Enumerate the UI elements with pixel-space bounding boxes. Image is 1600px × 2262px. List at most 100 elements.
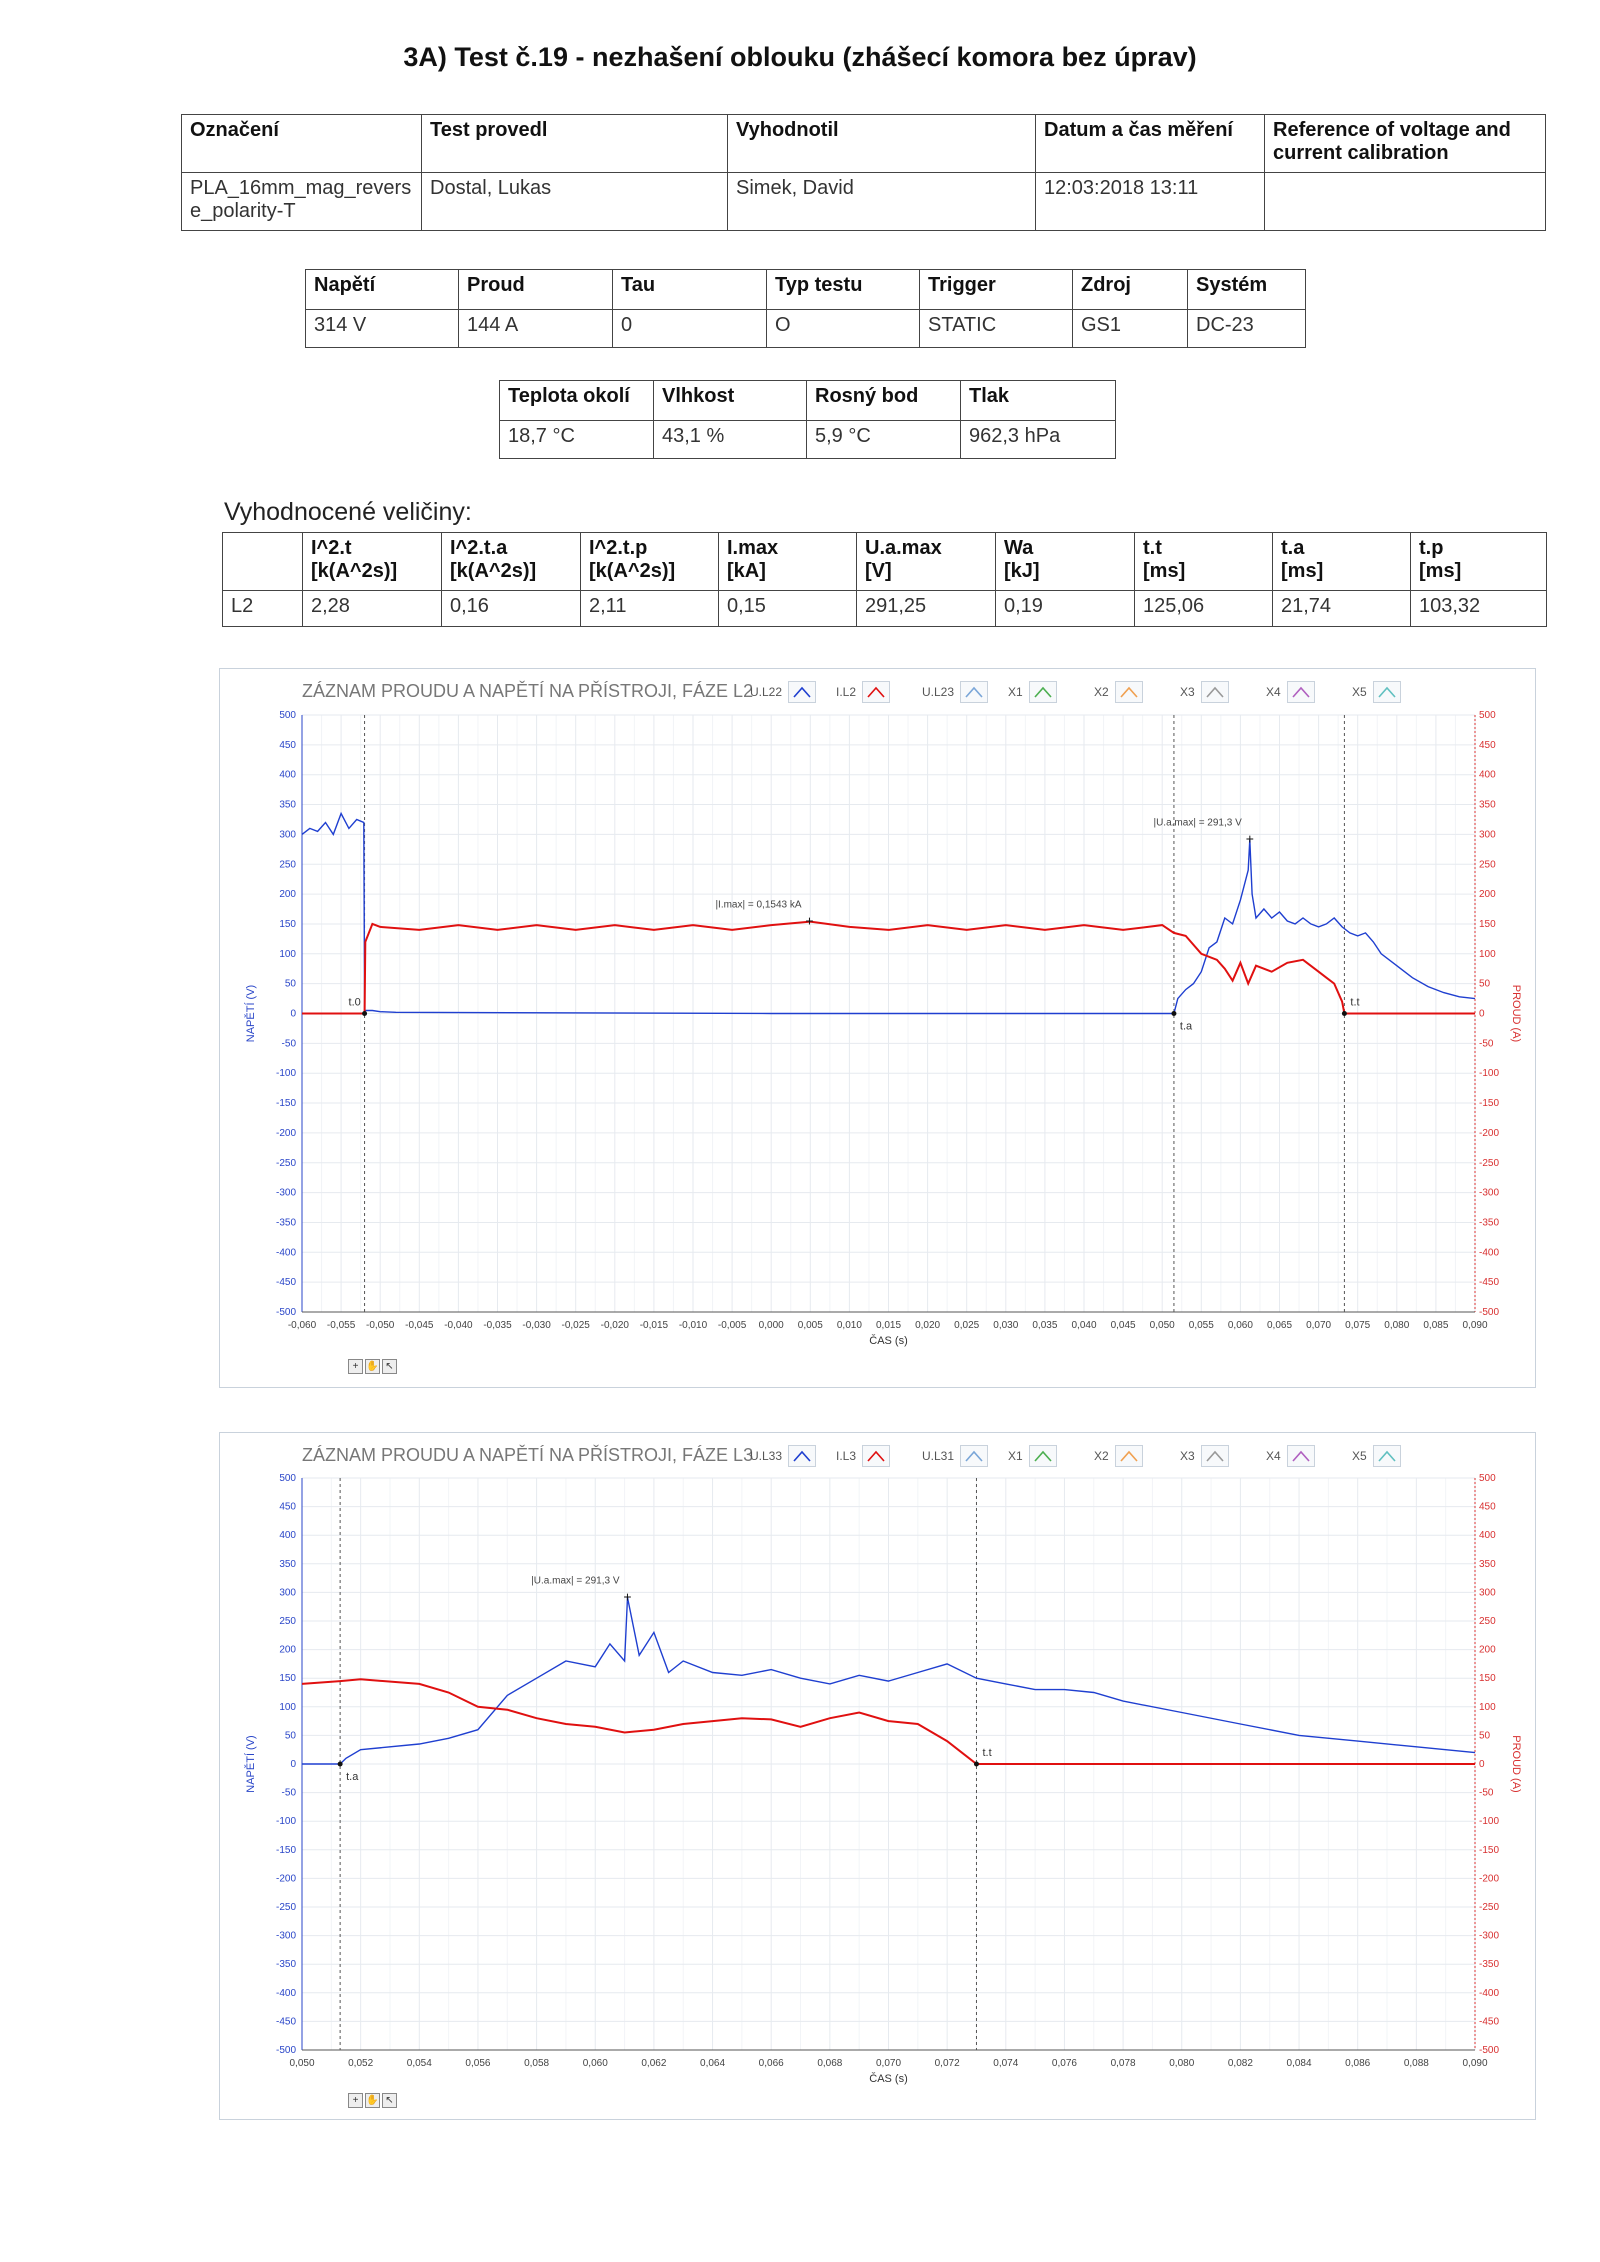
x-tick-label: -0,060 [288,1320,317,1331]
pan-tool-icon[interactable]: ✋ [365,2093,380,2108]
legend-item[interactable]: U.L23 [922,681,989,703]
y-tick-label-right: -450 [1479,1277,1499,1288]
results-value: 21,74 [1272,590,1411,627]
marker-point [1341,1011,1347,1016]
legend-swatch-icon [862,1445,891,1467]
y-tick-label-left: 400 [279,770,296,781]
info-header: Datum a čas měření [1035,114,1265,173]
y-tick-label-right: -50 [1479,1038,1494,1049]
pan-tool-icon[interactable]: ✋ [365,1359,380,1374]
x-tick-label: 0,060 [583,2058,608,2069]
chart-phase-l3: ZÁZNAM PROUDU A NAPĚTÍ NA PŘÍSTROJI, FÁZ… [219,1432,1536,2120]
x-tick-label: -0,040 [444,1320,473,1331]
annotation-label: |U.a.max| = 291,3 V [1153,818,1242,829]
environment-table: Teplota okolí Vlhkost Rosný bod Tlak 18,… [499,380,1116,459]
x-tick-label: -0,020 [601,1320,630,1331]
y-tick-label-right: -350 [1479,1959,1499,1970]
y-tick-label-right: -50 [1479,1788,1494,1799]
info-value: Dostal, Lukas [421,172,728,231]
x-tick-label: 0,005 [798,1320,823,1331]
env-header: Vlhkost [653,380,807,421]
legend-label: X1 [1008,685,1023,699]
params-value: DC-23 [1187,309,1306,348]
info-value: Simek, David [727,172,1036,231]
zoom-tool-icon[interactable]: + [348,2093,363,2108]
legend-item[interactable]: X3 [1180,1445,1229,1467]
chart-tools[interactable]: + ✋ ↖ [348,1359,397,1374]
x-tick-label: 0,090 [1462,2058,1487,2069]
results-value: 291,25 [856,590,996,627]
legend-swatch-icon [1028,1445,1057,1467]
legend-item[interactable]: X5 [1352,1445,1401,1467]
legend-item[interactable]: X2 [1094,1445,1143,1467]
params-header: Trigger [919,269,1073,310]
y-axis-label-left: NAPĚTÍ (V) [244,1735,257,1792]
params-header: Napětí [305,269,459,310]
y-tick-label-right: -150 [1479,1845,1499,1856]
y-tick-label-left: 0 [290,1759,296,1770]
x-tick-label: 0,056 [465,2058,490,2069]
x-tick-label: 0,064 [700,2058,725,2069]
y-tick-label-left: -450 [276,2016,296,2027]
legend-item[interactable]: I.L3 [836,1445,891,1467]
x-tick-label: -0,005 [718,1320,747,1331]
legend-item[interactable]: U.L31 [922,1445,989,1467]
x-tick-label: 0,084 [1287,2058,1312,2069]
env-value: 43,1 % [653,420,807,459]
annotation-label: |U.a.max| = 291,3 V [531,1575,620,1586]
results-value: 0,15 [718,590,857,627]
y-tick-label-left: 100 [279,1702,296,1713]
results-label: Vyhodnocené veličiny: [224,498,472,526]
results-value: 103,32 [1410,590,1547,627]
y-tick-label-right: -350 [1479,1217,1499,1228]
marker-label: t.a [346,1771,359,1783]
zoom-tool-icon[interactable]: + [348,1359,363,1374]
y-tick-label-right: -100 [1479,1816,1499,1827]
results-value: 0,19 [995,590,1135,627]
cursor-tool-icon[interactable]: ↖ [382,2093,397,2108]
y-tick-label-right: -100 [1479,1068,1499,1079]
legend-item[interactable]: X4 [1266,1445,1315,1467]
y-tick-label-right: -300 [1479,1188,1499,1199]
chart-title: ZÁZNAM PROUDU A NAPĚTÍ NA PŘÍSTROJI, FÁZ… [302,681,754,701]
legend-label: X1 [1008,1449,1023,1463]
legend-swatch-icon [1286,1445,1315,1467]
legend-item[interactable]: U.L22 [750,681,817,703]
y-axis-label-left: NAPĚTÍ (V) [244,985,257,1042]
x-tick-label: 0,070 [876,2058,901,2069]
legend-item[interactable]: X1 [1008,1445,1057,1467]
params-header: Systém [1187,269,1306,310]
env-header: Tlak [960,380,1116,421]
results-table: I^2.t [k(A^2s)] I^2.t.a [k(A^2s)] I^2.t.p[… [222,532,1547,627]
results-value: 2,11 [580,590,719,627]
y-tick-label-right: 300 [1479,829,1496,840]
legend-item[interactable]: X1 [1008,681,1057,703]
y-tick-label-left: -300 [276,1931,296,1942]
marker-point [1171,1011,1177,1016]
legend-item[interactable]: U.L33 [750,1445,817,1467]
legend-item[interactable]: X4 [1266,681,1315,703]
params-value: 144 A [458,309,613,348]
y-tick-label-left: 200 [279,889,296,900]
legend-item[interactable]: I.L2 [836,681,891,703]
x-tick-label: 0,075 [1345,1320,1370,1331]
x-tick-label: 0,085 [1423,1320,1448,1331]
x-tick-label: -0,015 [640,1320,669,1331]
chart-tools[interactable]: + ✋ ↖ [348,2093,397,2108]
y-tick-label-left: 500 [279,710,296,721]
x-tick-label: 0,000 [759,1320,784,1331]
y-tick-label-right: 350 [1479,800,1496,811]
legend-item[interactable]: X3 [1180,681,1229,703]
marker-label: t.t [982,1747,991,1759]
cursor-tool-icon[interactable]: ↖ [382,1359,397,1374]
legend-item[interactable]: X2 [1094,681,1143,703]
legend-item[interactable]: X5 [1352,681,1401,703]
marker-point [362,1011,368,1016]
y-tick-label-right: 450 [1479,1502,1496,1513]
y-tick-label-right: 100 [1479,1702,1496,1713]
x-tick-label: 0,090 [1462,1320,1487,1331]
x-tick-label: -0,035 [483,1320,512,1331]
y-tick-label-right: -400 [1479,1247,1499,1258]
legend-swatch-icon [1372,681,1401,703]
results-header: t.a [ms] [1272,532,1411,591]
